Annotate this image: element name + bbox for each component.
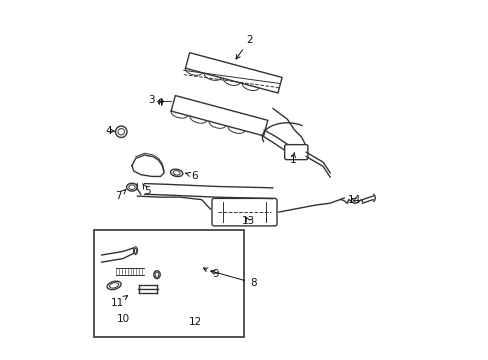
Text: 6: 6 xyxy=(185,171,198,181)
Text: 4: 4 xyxy=(105,126,115,136)
Text: 7: 7 xyxy=(115,190,125,201)
Text: 13: 13 xyxy=(241,216,254,226)
Bar xyxy=(94,230,244,337)
Text: 2: 2 xyxy=(236,35,253,59)
Text: 11: 11 xyxy=(111,296,127,307)
Text: 14: 14 xyxy=(347,195,361,204)
Text: 8: 8 xyxy=(210,270,256,288)
Text: 3: 3 xyxy=(148,95,163,105)
Text: 9: 9 xyxy=(203,268,218,279)
Text: 10: 10 xyxy=(116,314,129,324)
Text: 12: 12 xyxy=(188,317,202,327)
Text: 5: 5 xyxy=(142,184,150,197)
Text: 1: 1 xyxy=(289,153,295,165)
